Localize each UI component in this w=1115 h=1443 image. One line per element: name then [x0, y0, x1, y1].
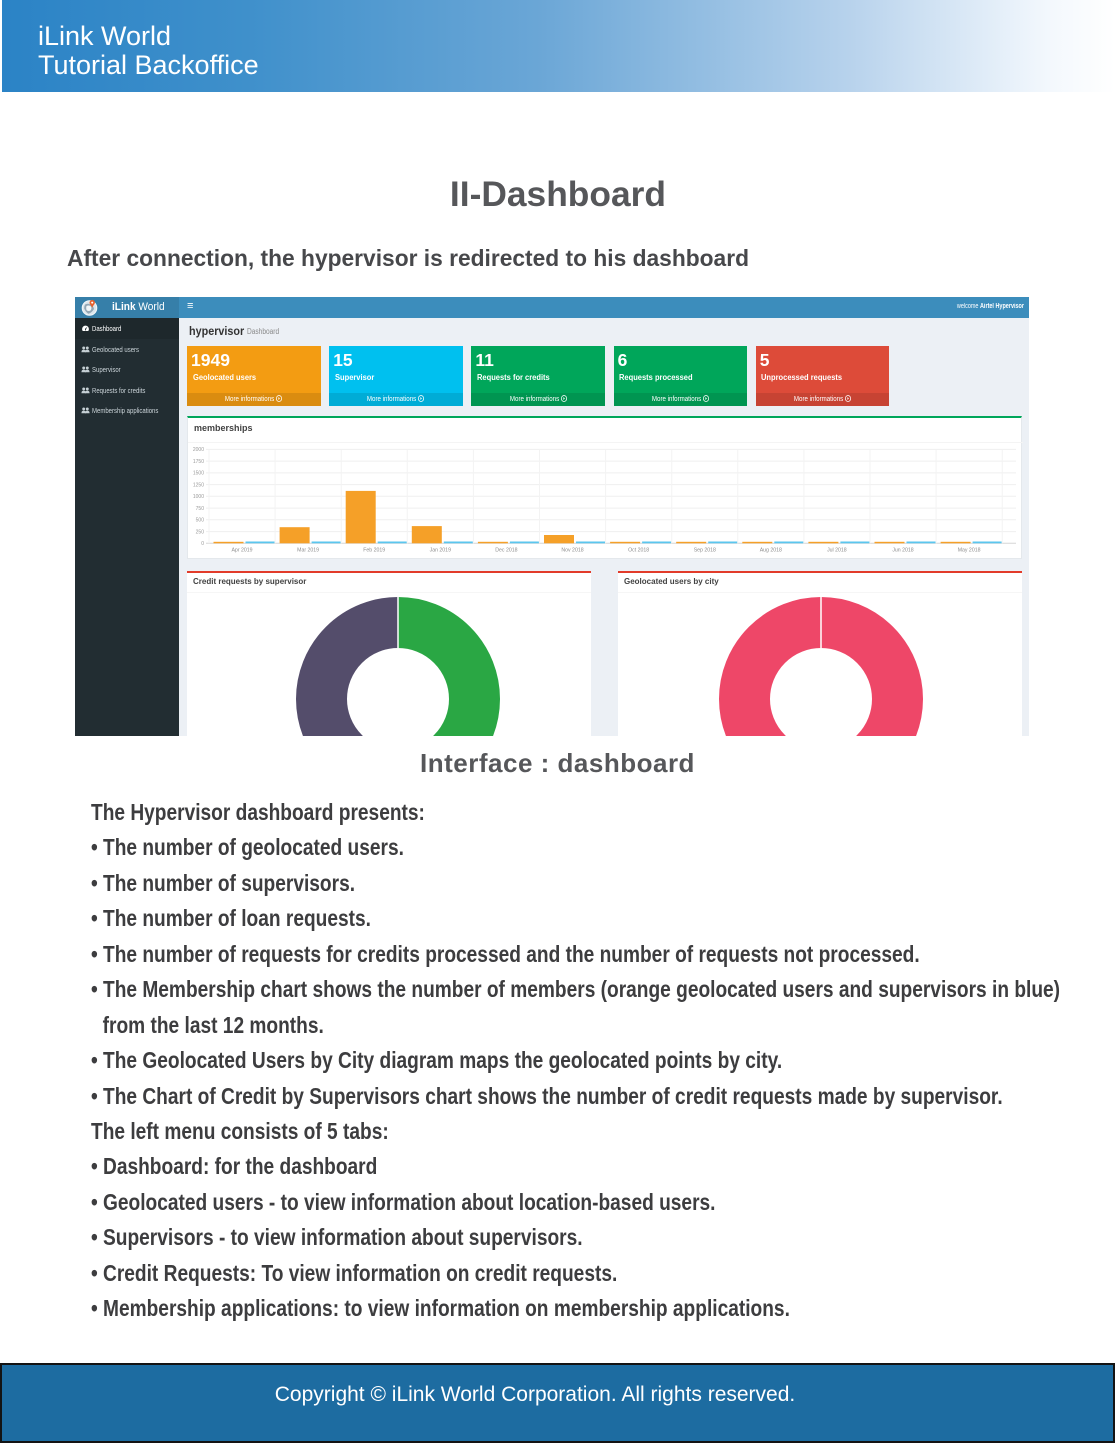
svg-text:Aug 2018: Aug 2018: [760, 548, 782, 554]
svg-text:2000: 2000: [193, 447, 204, 453]
svg-text:Apr 2019: Apr 2019: [231, 548, 252, 554]
svg-text:Jul 2018: Jul 2018: [827, 548, 847, 554]
svg-text:Feb 2019: Feb 2019: [363, 548, 385, 554]
svg-text:1250: 1250: [193, 482, 204, 488]
svg-text:0: 0: [201, 541, 204, 547]
svg-text:Oct 2018: Oct 2018: [628, 548, 649, 554]
svg-text:Mar 2019: Mar 2019: [297, 548, 319, 554]
svg-text:Sep 2018: Sep 2018: [694, 548, 716, 554]
svg-text:500: 500: [196, 518, 205, 524]
svg-text:1500: 1500: [193, 471, 204, 477]
svg-text:May 2018: May 2018: [958, 548, 981, 554]
svg-text:Jan 2019: Jan 2019: [430, 548, 451, 554]
svg-text:Jun 2018: Jun 2018: [892, 548, 913, 554]
svg-text:1750: 1750: [193, 459, 204, 465]
svg-text:Nov 2018: Nov 2018: [561, 548, 583, 554]
svg-text:1000: 1000: [193, 494, 204, 500]
svg-text:750: 750: [196, 506, 205, 512]
svg-text:250: 250: [196, 529, 205, 535]
svg-text:Dec 2018: Dec 2018: [495, 548, 517, 554]
